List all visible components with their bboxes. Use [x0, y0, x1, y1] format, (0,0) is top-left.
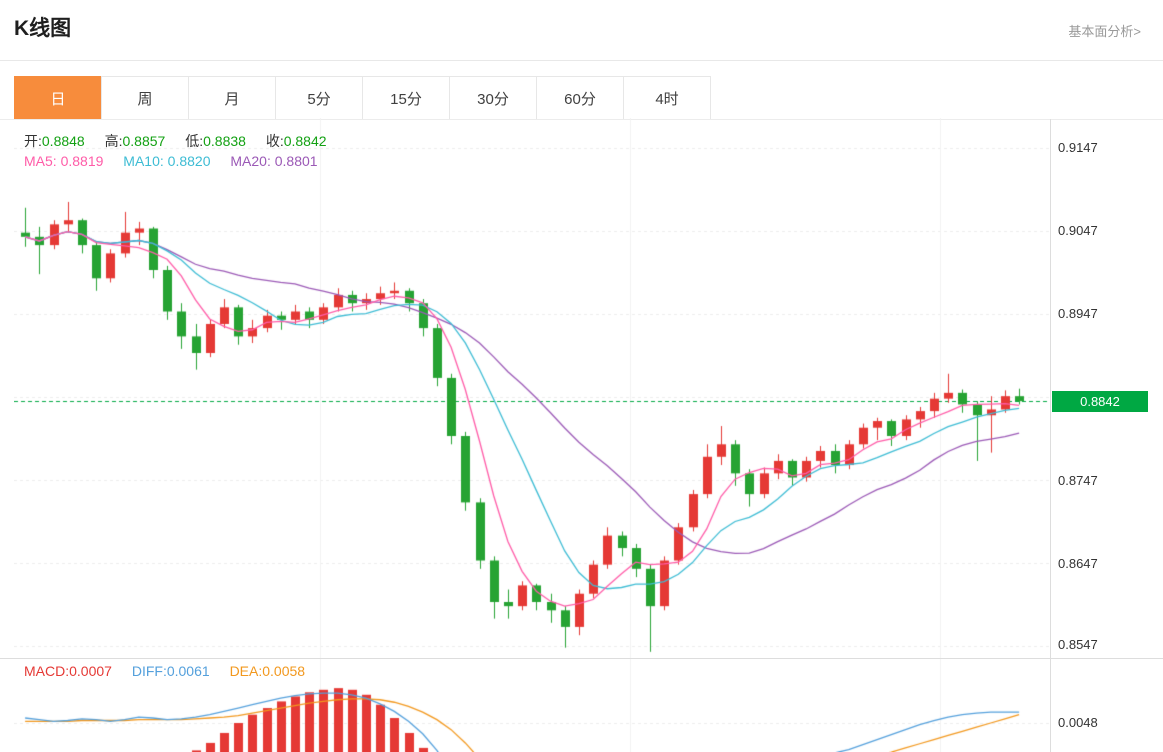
diff-value: DIFF:0.0061 [131, 663, 210, 679]
last-price-badge: 0.8842 [1052, 391, 1148, 412]
tab-week[interactable]: 周 [101, 76, 189, 120]
ohlc-low: 低:0.8838 [185, 133, 246, 149]
price-axis-label: 0.9147 [1058, 140, 1098, 155]
ma5-legend: MA5: 0.8819 [24, 153, 104, 169]
tab-60min[interactable]: 60分 [536, 76, 624, 120]
tab-30min[interactable]: 30分 [449, 76, 537, 120]
ohlc-open: 开:0.8848 [24, 133, 85, 149]
macd-legend: MACD:0.0007 DIFF:0.0061 DEA:0.0058 [24, 663, 321, 679]
header-divider [0, 60, 1163, 61]
price-axis-label: 0.8647 [1058, 556, 1098, 571]
price-axis-label: 0.9047 [1058, 223, 1098, 238]
tab-day[interactable]: 日 [14, 76, 102, 120]
tab-4hour[interactable]: 4时 [623, 76, 711, 120]
candlestick-chart-canvas[interactable] [14, 118, 1050, 658]
macd-value: MACD:0.0007 [24, 663, 112, 679]
ohlc-close: 收:0.8842 [265, 133, 327, 149]
pane-divider [0, 658, 1163, 659]
tab-month[interactable]: 月 [188, 76, 276, 120]
page-title: K线图 [14, 17, 72, 40]
ma20-legend: MA20: 0.8801 [230, 153, 318, 169]
interval-tabbar: 日 周 月 5分 15分 30分 60分 4时 [14, 76, 711, 120]
ohlc-legend: 开:0.8848 高:0.8857 低:0.8838 收:0.8842 [24, 131, 343, 151]
fundamental-analysis-link[interactable]: 基本面分析> [1068, 24, 1141, 39]
ma-legend: MA5: 0.8819 MA10: 0.8820 MA20: 0.8801 [24, 153, 334, 169]
macd-chart-canvas[interactable] [14, 659, 1050, 752]
price-axis-label: 0.8947 [1058, 306, 1098, 321]
price-axis-label: 0.8547 [1058, 637, 1098, 652]
price-axis-label: 0.8747 [1058, 473, 1098, 488]
ma10-legend: MA10: 0.8820 [123, 153, 211, 169]
ohlc-high: 高:0.8857 [104, 133, 166, 149]
macd-axis-label: 0.0048 [1058, 715, 1098, 730]
dea-value: DEA:0.0058 [229, 663, 306, 679]
tab-5min[interactable]: 5分 [275, 76, 363, 120]
price-axis-border [1050, 119, 1051, 752]
tab-15min[interactable]: 15分 [362, 76, 450, 120]
